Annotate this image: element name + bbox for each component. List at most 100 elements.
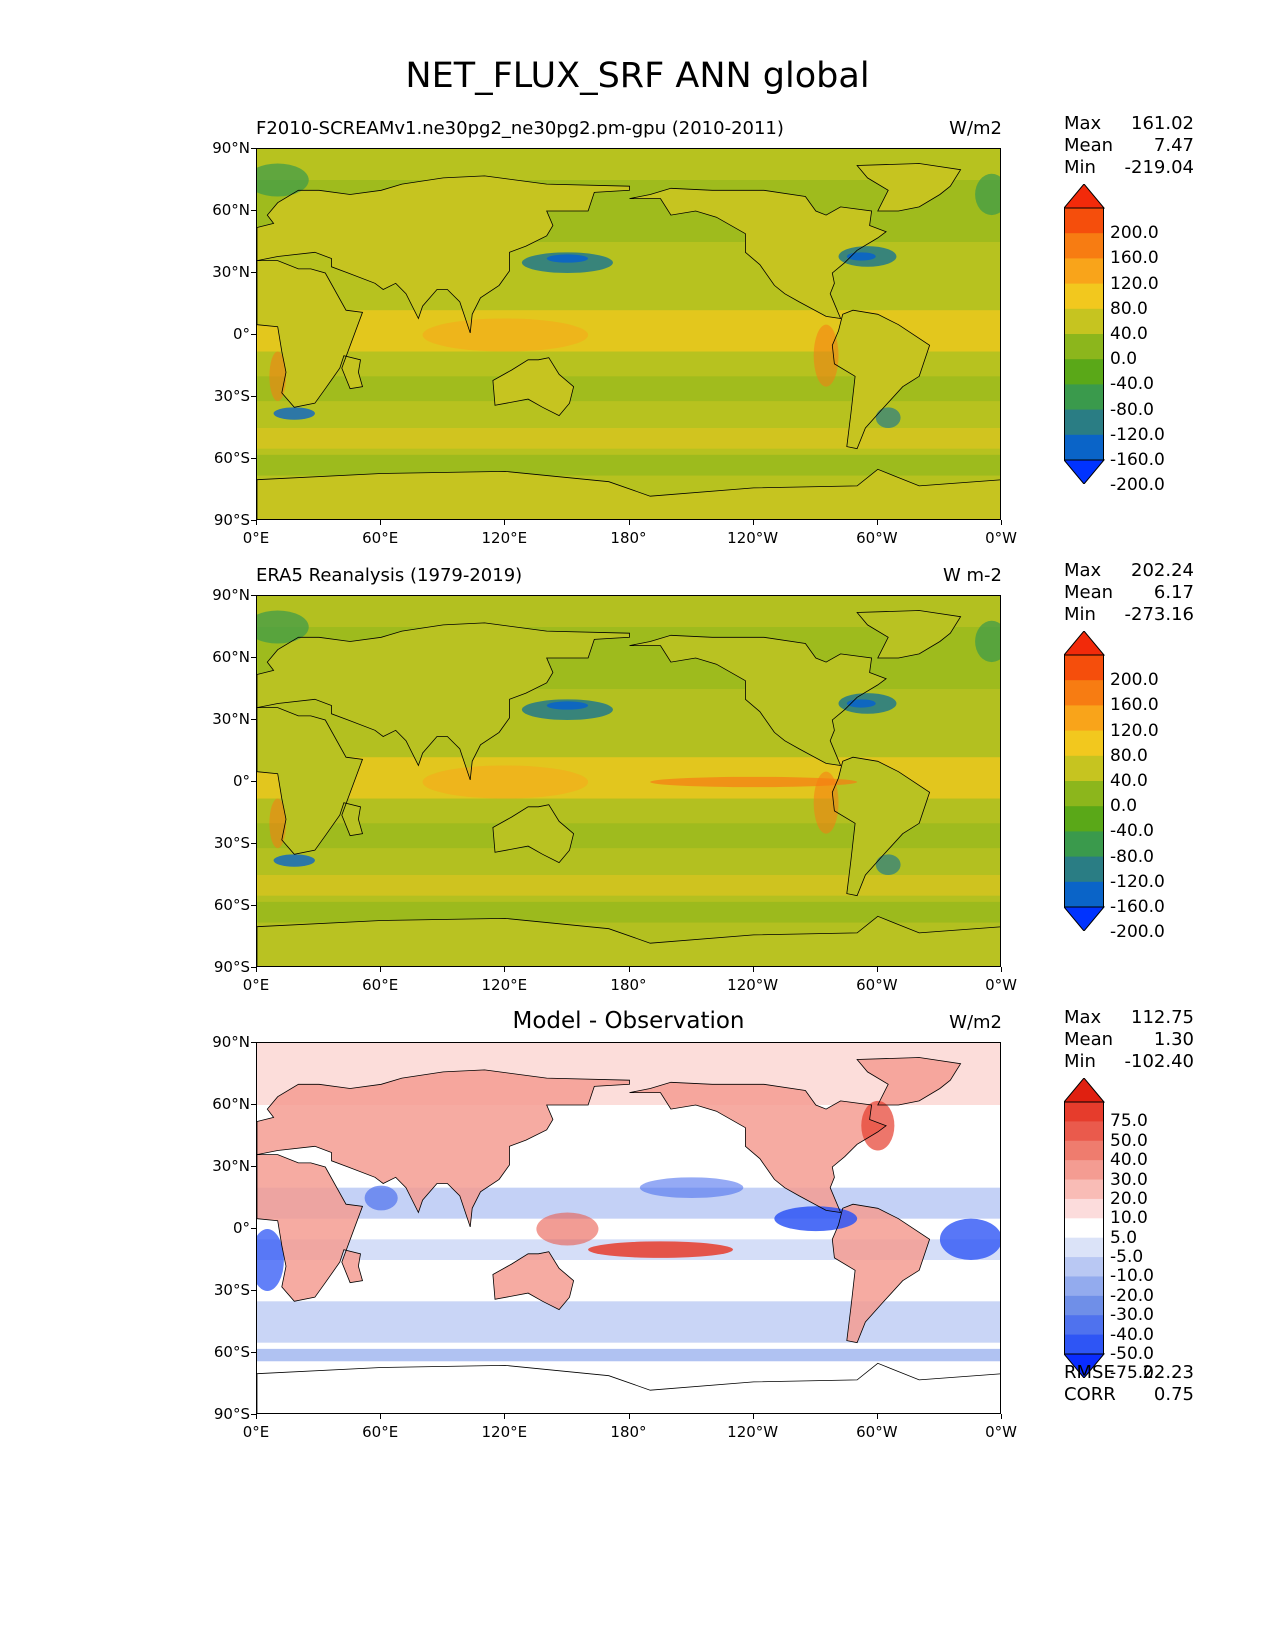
stat-label: Min [1064,157,1096,178]
x-tick [256,1414,257,1419]
stat-row: Min -219.04 [1064,157,1194,179]
x-tick-label: 0°E [242,1423,270,1441]
y-tick-label: 30°N [212,1157,250,1175]
stat-row: Max 161.02 [1064,113,1194,135]
colorbar-extend-top [1062,1077,1106,1103]
x-tick-label: 0°W [985,976,1017,994]
stat-value: 7.47 [1153,135,1194,156]
colorbar-tick-label: -80.0 [1110,399,1154,420]
y-tick [251,1042,256,1043]
coastline [492,357,575,417]
colorbar-segment [1064,308,1104,335]
field-blob [422,765,589,799]
colorbar-svg [1062,183,1106,485]
coastline [492,804,575,864]
coastline [831,1203,931,1344]
stat-value: 1.30 [1153,1029,1194,1050]
land-fill [629,188,887,319]
y-tick [251,905,256,906]
panel-title: ERA5 Reanalysis (1979-2019) [256,565,523,586]
x-tick-label: 120°E [481,529,528,547]
land-fill [832,310,930,449]
map-panel: F2010-SCREAMv1.ne30pg2_ne30pg2.pm-gpu (2… [0,113,1275,578]
colorbar-tick-label: -40.0 [1110,374,1154,395]
x-tick-label: 60°W [856,976,898,994]
colorbar-segment [1064,1276,1104,1297]
metrics-box: RMSE 22.23 CORR 0.75 [1064,1362,1194,1406]
x-tick [1001,1414,1002,1419]
colorbar-tick-label: 40.0 [1110,771,1148,791]
land-fill [257,707,363,855]
x-tick-label: 120°E [481,1423,528,1441]
field-blob [861,1100,895,1151]
map-field [257,596,1000,966]
colorbar-tick-label: 40.0 [1110,1150,1148,1171]
y-tick [251,1166,256,1167]
stat-label: Max [1064,1007,1102,1028]
field-blob [813,324,839,387]
x-tick [628,520,630,525]
metric-label: CORR [1064,1384,1116,1405]
field-blob [257,1229,284,1291]
y-tick-label: 0° [232,772,250,790]
colorbar-tick-label: -160.0 [1110,450,1165,470]
coastline [629,187,887,319]
y-tick [251,520,256,521]
x-tick [876,520,878,525]
stat-value: 112.75 [1131,1007,1194,1028]
field-blob [364,1185,398,1211]
y-tick-label: 90°S [213,1405,250,1423]
x-tick-label: 0°W [985,1423,1017,1441]
coastline [831,309,931,450]
stat-label: Min [1064,604,1096,625]
field-blob [273,407,315,420]
colorbar-segment [1064,434,1104,461]
coastline [856,610,962,659]
colorbar-tick-label: -200.0 [1110,922,1165,943]
x-tick-label: 60°E [362,1423,399,1441]
land-fill [629,635,887,766]
colorbar-tick-label: 0.0 [1110,349,1138,370]
colorbar-segment [1064,1140,1104,1161]
y-tick-label: 90°N [212,1033,250,1051]
colorbar-tick-label: 200.0 [1110,223,1159,244]
y-tick-label: 30°N [212,710,250,728]
x-tick [1001,520,1002,525]
field-blob [875,407,901,428]
colorbar-tick-label: -20.0 [1110,1285,1154,1306]
land-fill [257,260,363,408]
metric-label: RMSE [1064,1362,1115,1383]
x-tick-label: 60°W [856,529,898,547]
field-blob [639,1177,744,1198]
stat-row: Min -102.40 [1064,1051,1194,1073]
field-blob [273,854,315,867]
colorbar-tick-label: 40.0 [1110,324,1148,344]
field-blob [975,620,1000,663]
stat-value: 202.24 [1131,560,1194,581]
metric-value: 22.23 [1142,1362,1194,1383]
panel-title: F2010-SCREAMv1.ne30pg2_ne30pg2.pm-gpu (2… [256,118,784,139]
coastline [492,1251,575,1311]
y-tick [251,657,256,658]
colorbar-segment [1064,730,1104,757]
y-tick [251,843,256,844]
field-blob [813,771,839,834]
colorbar-segment [1064,856,1104,883]
colorbar: 200.0 160.0 120.0 80.0 40.0 0.0 -40.0 -80.0 -120… [1062,630,1165,942]
y-tick [251,1352,256,1353]
colorbar-extend-top [1062,183,1106,209]
colorbar-segment [1064,655,1104,681]
field-blob [521,252,613,273]
field-band [257,901,1000,923]
stat-row: Min -273.16 [1064,604,1194,626]
field-blob [875,854,901,875]
map-plot [256,595,1001,967]
stat-value: -273.16 [1124,604,1194,625]
x-tick [628,1414,630,1419]
field-band [257,1348,1000,1362]
y-tick [251,458,256,459]
colorbar-frame [1064,207,1104,461]
x-tick-label: 120°W [727,976,779,994]
x-tick-label: 120°W [727,1423,779,1441]
y-tick [251,272,256,273]
